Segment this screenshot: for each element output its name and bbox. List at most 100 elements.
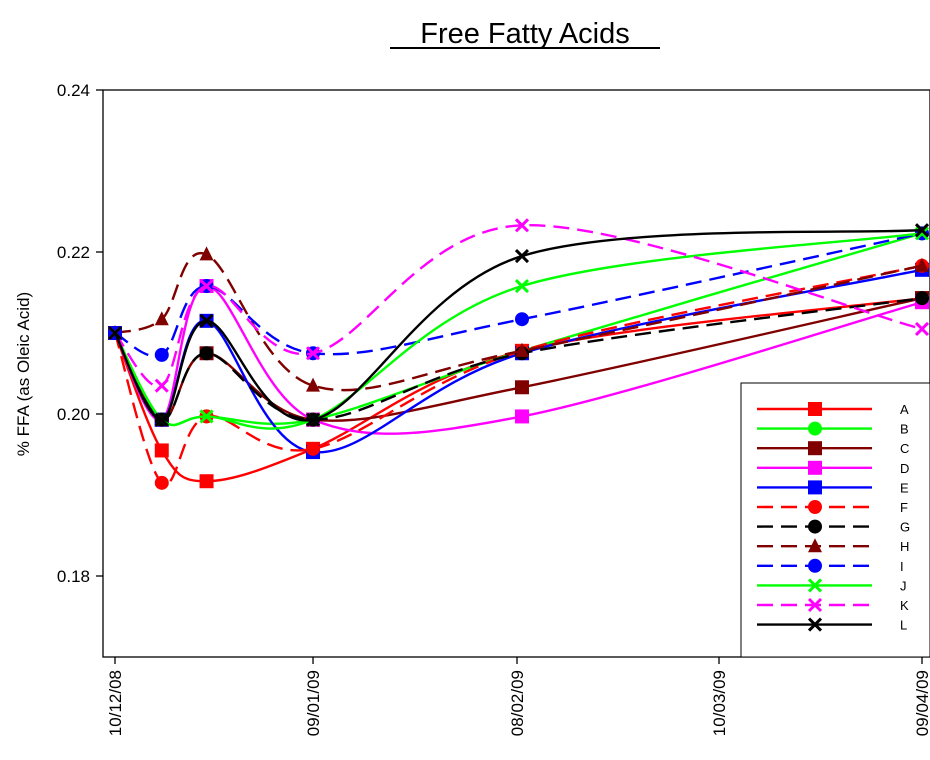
series-j-point [514, 278, 530, 294]
legend-item-f: F [757, 500, 908, 515]
series-l-point [514, 248, 530, 264]
marker-x-stroke [107, 325, 123, 341]
legend-label: E [900, 480, 909, 495]
marker-x-stroke [914, 226, 930, 241]
series-l-point [914, 223, 930, 238]
series-l-point [305, 412, 321, 427]
series-k-point [305, 346, 321, 361]
legend-label: H [900, 539, 909, 554]
legend-marker [808, 421, 822, 436]
series-d-point [514, 409, 529, 424]
series-h-point [915, 257, 929, 272]
legend-item-l: L [757, 617, 907, 633]
series-i [108, 226, 929, 362]
legend-marker [808, 460, 822, 475]
x-tick-label: 09/01/09 [304, 670, 323, 736]
marker-x-stroke [914, 223, 930, 238]
legend-item-i: I [757, 558, 904, 574]
marker-x-stroke [199, 409, 214, 424]
series-h-line [114, 251, 923, 392]
series-i-point [154, 347, 169, 362]
legend-label: K [900, 598, 909, 613]
legend-item-g: G [757, 519, 910, 535]
legend-item-a: A [757, 402, 909, 417]
series-a-point [154, 443, 169, 458]
legend-marker [807, 578, 823, 593]
legend-item-k: K [757, 597, 909, 613]
legend-marker [807, 617, 823, 632]
series-j-point [199, 409, 214, 424]
legend-marker [808, 402, 822, 416]
legend-marker [808, 500, 822, 514]
marker-x-stroke [199, 278, 214, 294]
x-tick-label: 09/04/09 [913, 670, 930, 736]
x-tick-label: 10/03/09 [710, 670, 729, 736]
legend-item-d: D [757, 460, 909, 476]
legend-label: J [900, 578, 907, 593]
legend-item-b: B [757, 421, 909, 437]
marker-x-stroke [807, 597, 823, 613]
legend-label: L [900, 618, 907, 633]
marker-x-stroke [514, 278, 530, 294]
series-k-point [914, 321, 930, 337]
legend-label: B [900, 422, 909, 437]
marker-x-stroke [514, 218, 530, 233]
series-h-point [154, 311, 169, 326]
marker-x-stroke [305, 412, 321, 427]
series-k-point [514, 218, 530, 233]
legend-label: A [900, 402, 909, 417]
legend-marker [808, 441, 822, 456]
legend-label: C [900, 441, 909, 456]
series-group [107, 218, 930, 490]
marker-x-stroke [914, 321, 930, 337]
series-l-point [154, 412, 169, 427]
marker-x-stroke [305, 346, 321, 361]
series-g-point [199, 346, 214, 361]
y-axis: 0.18 0.20 0.22 0.24 [57, 81, 103, 586]
series-a-point [199, 474, 214, 489]
series-f-point [306, 441, 321, 456]
legend-marker [808, 519, 822, 534]
series-i-point [514, 312, 529, 327]
legend-item-c: C [757, 441, 909, 456]
marker-x-stroke [807, 578, 823, 593]
series-h-point [199, 246, 214, 261]
marker-x-stroke [154, 412, 169, 427]
legend-label: G [900, 520, 910, 535]
legend-item-h: H [757, 538, 909, 554]
chart-title: Free Fatty Acids [420, 18, 630, 50]
series-g-point [915, 291, 929, 306]
legend-label: I [900, 559, 904, 574]
legend-item-j: J [757, 578, 907, 593]
y-tick-label: 0.24 [57, 81, 90, 100]
marker-x-stroke [154, 378, 169, 393]
legend-marker [807, 597, 823, 613]
marker-x-stroke [807, 617, 823, 632]
series-c-point [514, 380, 529, 395]
legend-marker [808, 480, 822, 495]
legend-label: D [900, 461, 909, 476]
series-f-point [154, 475, 169, 490]
series-k-point [199, 278, 214, 294]
y-tick-label: 0.20 [57, 405, 90, 424]
legend-label: F [900, 500, 908, 515]
x-tick-label: 08/02/09 [508, 670, 527, 736]
y-tick-label: 0.22 [57, 243, 90, 262]
series-h-point [306, 377, 321, 392]
marker-x-stroke [514, 248, 530, 264]
legend-marker [808, 538, 822, 553]
series-h-point [514, 342, 529, 357]
y-tick-label: 0.18 [57, 567, 90, 586]
legend-marker [808, 558, 822, 573]
series-k-point [154, 378, 169, 393]
series-l [107, 223, 930, 427]
x-axis: 10/12/08 09/01/09 08/02/09 10/03/09 09/04/09 [106, 657, 930, 736]
y-axis-label: % FFA (as Oleic Acid) [14, 292, 33, 456]
series-l-point [107, 325, 123, 341]
legend-item-e: E [757, 480, 909, 495]
series-l-point [199, 313, 214, 328]
x-tick-label: 10/12/08 [106, 670, 125, 736]
